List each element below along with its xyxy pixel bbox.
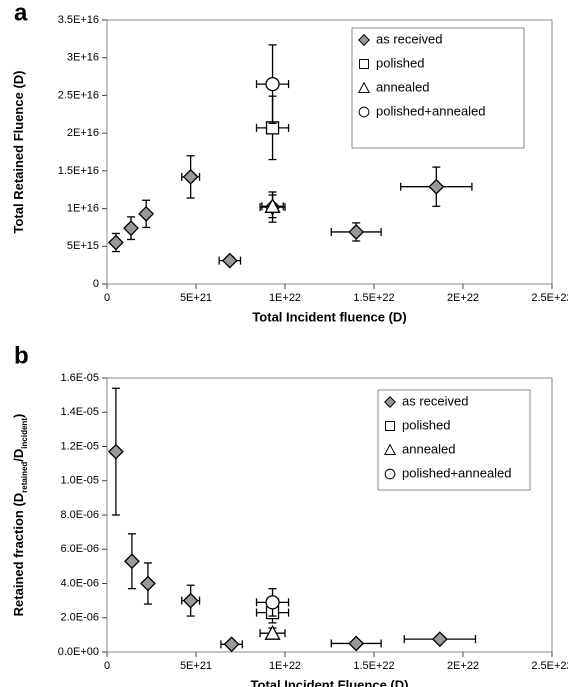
y-tick-label: 2E+16 (67, 127, 99, 139)
y-tick-label: 1E+16 (67, 202, 99, 214)
marker-circle (265, 595, 280, 610)
marker-diamond (431, 631, 448, 648)
x-axis-title: Total Incident Fluence (D) (251, 677, 409, 687)
y-axis-title-part: incident (20, 418, 29, 449)
legend-box (377, 389, 531, 491)
y-tick-label: 2.0E-06 (60, 612, 99, 624)
x-tick-label: 2E+22 (447, 292, 479, 304)
marker-diamond (182, 168, 199, 185)
y-axis-title-part: /D (11, 449, 26, 462)
legend-marker (359, 59, 369, 69)
legend-marker (357, 81, 371, 93)
y-axis-title-part: retained (20, 462, 29, 493)
marker-diamond (138, 205, 155, 222)
x-tick-label: 2E+22 (447, 660, 479, 672)
plot-frame (106, 19, 553, 285)
x-tick-label: 0 (104, 292, 110, 304)
marker-triangle (264, 624, 281, 640)
y-tick-label: 5E+15 (67, 240, 99, 252)
marker-diamond (107, 443, 124, 460)
marker-diamond (223, 636, 240, 653)
marker-diamond (348, 635, 365, 652)
x-axis-title: Total Incident fluence (D) (252, 309, 406, 324)
panel-label: b (14, 342, 29, 369)
legend-marker (384, 396, 396, 408)
marker-diamond (123, 220, 139, 237)
x-tick-label: 5E+21 (180, 292, 212, 304)
marker-diamond (221, 252, 238, 269)
y-tick-label: 3.5E+16 (58, 14, 99, 26)
marker-diamond (140, 575, 156, 592)
marker-diamond (428, 178, 445, 195)
x-tick-label: 1E+22 (269, 292, 301, 304)
x-tick-label: 1.5E+22 (353, 292, 394, 304)
legend-label: annealed (402, 441, 456, 456)
marker-triangle (264, 197, 281, 213)
y-axis-title-part: Retained fraction (D (11, 493, 26, 617)
x-tick-label: 1E+22 (269, 660, 301, 672)
x-tick-label: 2.5E+22 (531, 660, 568, 672)
legend-label: polished+annealed (376, 103, 486, 118)
y-axis-title-part: Total Retained Fluence (D) (11, 71, 26, 234)
y-tick-label: 1.5E+16 (58, 165, 99, 177)
y-tick-label: 4.0E-06 (60, 577, 99, 589)
y-tick-label: 1.0E-05 (60, 475, 99, 487)
y-tick-label: 0.0E+00 (58, 646, 99, 658)
x-tick-label: 1.5E+22 (353, 660, 394, 672)
y-tick-label: 2.5E+16 (58, 89, 99, 101)
x-tick-label: 5E+21 (180, 660, 212, 672)
legend-marker (358, 106, 370, 118)
legend-marker (383, 443, 397, 455)
y-tick-label: 6.0E-06 (60, 543, 99, 555)
x-tick-label: 2.5E+22 (531, 292, 568, 304)
y-tick-label: 0 (93, 278, 99, 290)
x-tick-label: 0 (104, 660, 110, 672)
legend-box (351, 27, 525, 149)
legend-marker (385, 421, 395, 431)
y-axis-title-part: ) (11, 414, 26, 418)
legend-label: annealed (376, 79, 430, 94)
y-axis-title: Total Retained Fluence (D) (11, 71, 26, 234)
marker-diamond (348, 224, 365, 240)
marker-diamond (124, 553, 140, 570)
panel-label: a (14, 0, 28, 26)
y-tick-label: 1.6E-05 (60, 372, 99, 384)
legend-label: as received (376, 31, 442, 46)
legend-marker (358, 34, 370, 46)
legend-label: polished+annealed (402, 465, 512, 480)
y-tick-label: 3E+16 (67, 52, 99, 64)
y-tick-label: 8.0E-06 (60, 509, 99, 521)
legend-label: polished (402, 417, 450, 432)
marker-diamond (182, 592, 199, 609)
y-tick-label: 1.2E-05 (60, 440, 99, 452)
legend-marker (384, 468, 396, 480)
legend-label: as received (402, 393, 468, 408)
legend-label: polished (376, 55, 424, 70)
y-axis-title: Retained fraction (Dretained/Dincident) (11, 414, 28, 617)
marker-circle (265, 76, 280, 92)
y-tick-label: 1.4E-05 (60, 406, 99, 418)
marker-diamond (107, 234, 124, 251)
